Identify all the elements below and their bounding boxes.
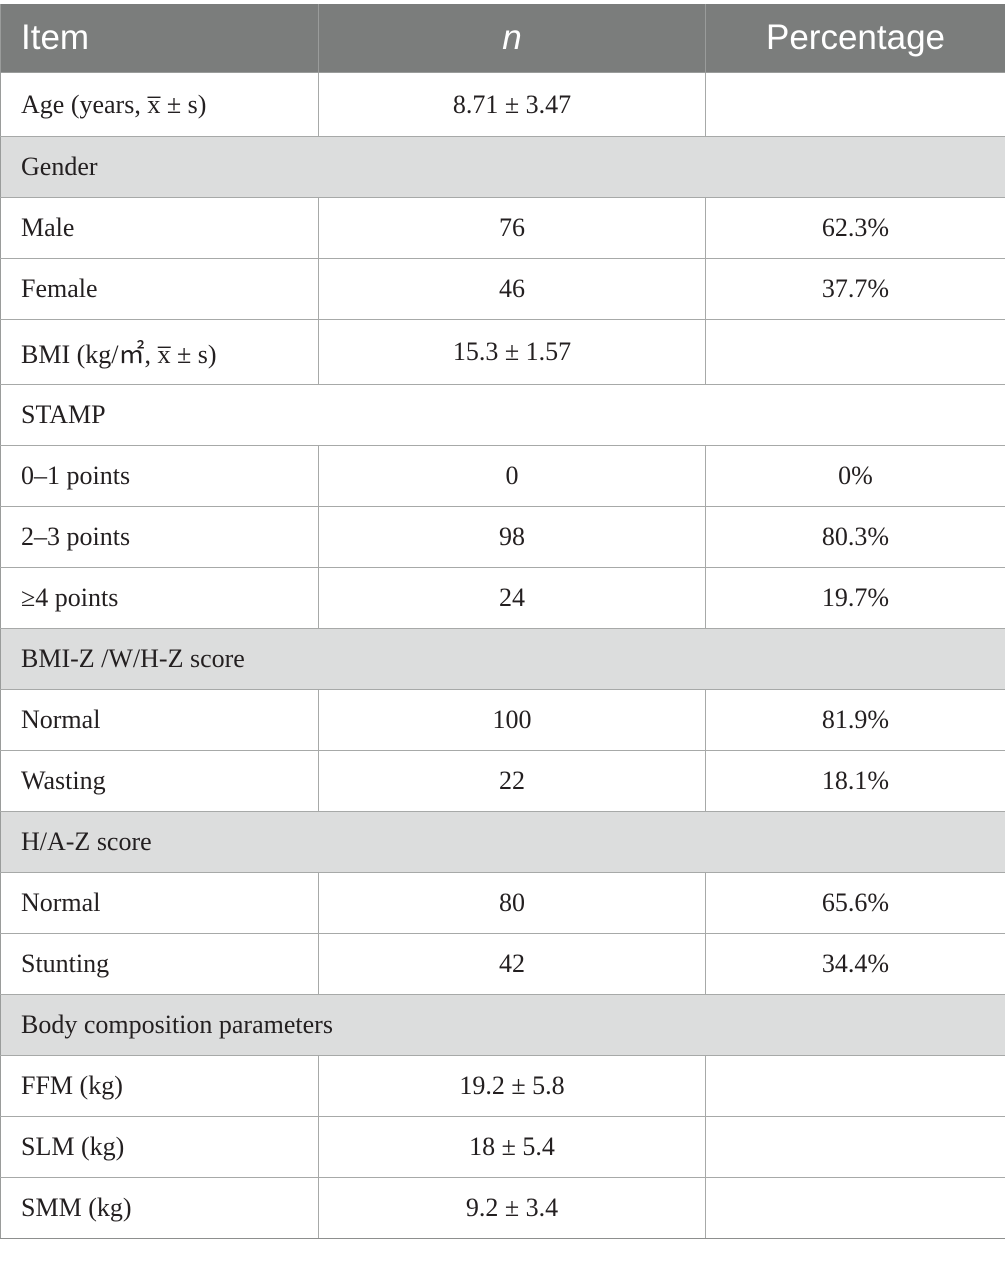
- row-item: SLM (kg): [0, 1116, 319, 1178]
- table-row: Wasting 22 18.1%: [0, 750, 1005, 812]
- row-item: BMI (kg/㎡, x̅ ± s): [0, 319, 319, 385]
- row-percentage: 62.3%: [705, 197, 1005, 259]
- row-percentage: 81.9%: [705, 689, 1005, 751]
- section-row-stamp: STAMP: [0, 384, 1005, 446]
- header-row: Item n Percentage: [0, 4, 1005, 73]
- row-n: 15.3 ± 1.57: [318, 319, 706, 385]
- row-percentage: 18.1%: [705, 750, 1005, 812]
- row-n: 19.2 ± 5.8: [318, 1055, 706, 1117]
- row-item: SMM (kg): [0, 1177, 319, 1239]
- row-item: Stunting: [0, 933, 319, 995]
- section-label: Gender: [0, 136, 1005, 198]
- row-n: 22: [318, 750, 706, 812]
- table-row: FFM (kg) 19.2 ± 5.8: [0, 1055, 1005, 1117]
- table-row: 2–3 points 98 80.3%: [0, 506, 1005, 568]
- row-n: 46: [318, 258, 706, 320]
- row-percentage: [705, 72, 1005, 137]
- table-row: 0–1 points 0 0%: [0, 445, 1005, 507]
- section-row-ha-z: H/A-Z score: [0, 811, 1005, 873]
- row-percentage: 65.6%: [705, 872, 1005, 934]
- row-percentage: 34.4%: [705, 933, 1005, 995]
- row-n: 8.71 ± 3.47: [318, 72, 706, 137]
- table-row: Age (years, x̅ ± s) 8.71 ± 3.47: [0, 72, 1005, 137]
- row-percentage: [705, 1116, 1005, 1178]
- section-row-body-composition: Body composition parameters: [0, 994, 1005, 1056]
- row-n: 0: [318, 445, 706, 507]
- header-percentage: Percentage: [705, 4, 1005, 73]
- row-n: 9.2 ± 3.4: [318, 1177, 706, 1239]
- row-percentage: [705, 1177, 1005, 1239]
- header-item: Item: [0, 4, 319, 73]
- row-n: 98: [318, 506, 706, 568]
- row-n: 76: [318, 197, 706, 259]
- row-item: Age (years, x̅ ± s): [0, 72, 319, 137]
- row-item: Normal: [0, 689, 319, 751]
- section-row-bmi-z: BMI-Z /W/H-Z score: [0, 628, 1005, 690]
- section-label: H/A-Z score: [0, 811, 1005, 873]
- table-row: Normal 100 81.9%: [0, 689, 1005, 751]
- table-body: Age (years, x̅ ± s) 8.71 ± 3.47 Gender M…: [0, 72, 1005, 1239]
- characteristics-table: Item n Percentage Age (years, x̅ ± s) 8.…: [0, 4, 1005, 1239]
- header-n: n: [318, 4, 706, 73]
- section-label: STAMP: [0, 384, 1005, 446]
- table-row: Female 46 37.7%: [0, 258, 1005, 320]
- row-item: FFM (kg): [0, 1055, 319, 1117]
- table-row: SLM (kg) 18 ± 5.4: [0, 1116, 1005, 1178]
- table-row: Normal 80 65.6%: [0, 872, 1005, 934]
- row-item: Female: [0, 258, 319, 320]
- section-label: BMI-Z /W/H-Z score: [0, 628, 1005, 690]
- row-percentage: 37.7%: [705, 258, 1005, 320]
- table-header: Item n Percentage: [0, 4, 1005, 73]
- row-percentage: [705, 319, 1005, 385]
- table-row: BMI (kg/㎡, x̅ ± s) 15.3 ± 1.57: [0, 319, 1005, 385]
- section-label: Body composition parameters: [0, 994, 1005, 1056]
- table-row: Male 76 62.3%: [0, 197, 1005, 259]
- table-row: SMM (kg) 9.2 ± 3.4: [0, 1177, 1005, 1239]
- row-percentage: 19.7%: [705, 567, 1005, 629]
- row-item: 2–3 points: [0, 506, 319, 568]
- table-row: ≥4 points 24 19.7%: [0, 567, 1005, 629]
- row-item: Male: [0, 197, 319, 259]
- row-percentage: 0%: [705, 445, 1005, 507]
- section-row-gender: Gender: [0, 136, 1005, 198]
- row-n: 80: [318, 872, 706, 934]
- row-item: Normal: [0, 872, 319, 934]
- row-percentage: 80.3%: [705, 506, 1005, 568]
- row-item: Wasting: [0, 750, 319, 812]
- row-item: 0–1 points: [0, 445, 319, 507]
- row-n: 42: [318, 933, 706, 995]
- row-percentage: [705, 1055, 1005, 1117]
- row-n: 100: [318, 689, 706, 751]
- table-row: Stunting 42 34.4%: [0, 933, 1005, 995]
- row-n: 24: [318, 567, 706, 629]
- row-item: ≥4 points: [0, 567, 319, 629]
- row-n: 18 ± 5.4: [318, 1116, 706, 1178]
